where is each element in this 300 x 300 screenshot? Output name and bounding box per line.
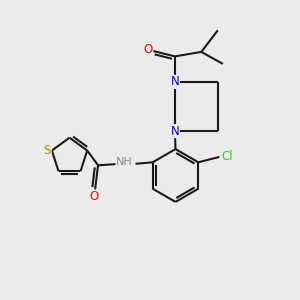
- Text: N: N: [170, 75, 179, 88]
- Text: S: S: [44, 144, 51, 157]
- Text: O: O: [90, 190, 99, 203]
- Text: N: N: [170, 124, 179, 138]
- Text: NH: NH: [116, 157, 133, 167]
- Text: O: O: [143, 43, 152, 56]
- Text: Cl: Cl: [221, 150, 233, 164]
